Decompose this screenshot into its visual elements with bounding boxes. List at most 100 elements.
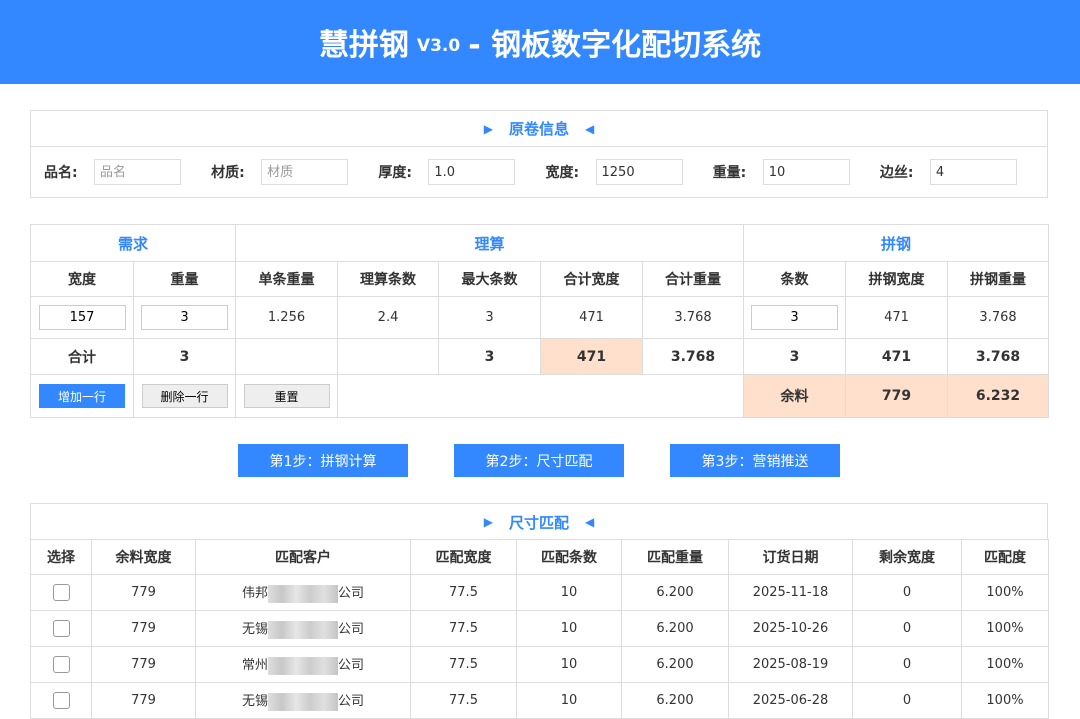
field-input[interactable] bbox=[595, 159, 683, 185]
pin-width: 471 bbox=[845, 296, 949, 339]
field-input[interactable] bbox=[428, 159, 516, 185]
table-row: 779 常州 公司 77.5 10 6.200 2025-08-19 0 100% bbox=[30, 646, 1049, 683]
total-weight-sum: 3 bbox=[132, 338, 237, 375]
field-input[interactable] bbox=[94, 159, 181, 185]
demand-row: 1.256 2.4 3 471 3.768 471 3.768 bbox=[30, 296, 1050, 339]
column-header: 匹配客户 bbox=[195, 539, 411, 575]
column-header: 匹配度 bbox=[961, 539, 1049, 575]
remain-weight: 6.232 bbox=[947, 374, 1050, 418]
table-row: 779 无锡 公司 77.5 10 6.200 2025-10-26 0 100% bbox=[30, 610, 1049, 647]
column-header: 合计重量 bbox=[642, 261, 745, 297]
remain-label: 余料 bbox=[743, 374, 847, 418]
triangle-right-icon: ▶ bbox=[483, 121, 493, 136]
subtitle: - 钢板数字化配切系统 bbox=[468, 28, 762, 63]
select-checkbox[interactable] bbox=[52, 692, 70, 709]
field-label: 宽度: bbox=[545, 165, 580, 181]
column-header: 条数 bbox=[743, 261, 847, 297]
customer: 伟邦 公司 bbox=[195, 574, 411, 611]
customer-suffix: 公司 bbox=[338, 586, 365, 602]
coil-field: 品名: bbox=[44, 159, 211, 185]
column-header: 匹配重量 bbox=[621, 539, 729, 575]
delete-row-button[interactable]: 删除一行 bbox=[141, 384, 228, 408]
panel-title: 尺寸匹配 bbox=[508, 513, 569, 532]
column-header: 宽度 bbox=[30, 261, 134, 297]
order-date: 2025-11-18 bbox=[728, 574, 853, 611]
width-input[interactable] bbox=[38, 305, 126, 330]
total-width-sum: 471 bbox=[540, 338, 644, 375]
field-label: 边丝: bbox=[879, 165, 914, 181]
total-count: 3 bbox=[743, 338, 847, 375]
total-max-count: 3 bbox=[438, 338, 542, 375]
order-date: 2025-10-26 bbox=[728, 610, 853, 647]
step2-button[interactable]: 第2步：尺寸匹配 bbox=[454, 444, 624, 477]
match-count: 10 bbox=[516, 682, 622, 719]
column-header: 剩余宽度 bbox=[852, 539, 962, 575]
select-checkbox[interactable] bbox=[52, 656, 70, 673]
customer-prefix: 无锡 bbox=[241, 622, 268, 638]
weight-input[interactable] bbox=[141, 305, 228, 330]
match-weight: 6.200 bbox=[621, 574, 729, 611]
redacted-name bbox=[268, 584, 338, 603]
field-input[interactable] bbox=[261, 159, 349, 185]
triangle-left-icon: ◀ bbox=[585, 515, 595, 529]
column-header: 匹配条数 bbox=[516, 539, 622, 575]
column-header: 最大条数 bbox=[438, 261, 542, 297]
column-header: 理算条数 bbox=[337, 261, 440, 297]
column-header: 拼钢宽度 bbox=[845, 261, 949, 297]
column-header: 订货日期 bbox=[728, 539, 853, 575]
count-input[interactable] bbox=[751, 305, 839, 330]
column-header: 匹配宽度 bbox=[410, 539, 517, 575]
match-count: 10 bbox=[516, 610, 622, 647]
field-label: 重量: bbox=[712, 165, 747, 181]
total-weight-calc: 3.768 bbox=[642, 338, 745, 375]
left-width: 0 bbox=[852, 646, 962, 683]
match-count: 10 bbox=[516, 574, 622, 611]
select-checkbox[interactable] bbox=[52, 620, 70, 637]
field-input[interactable] bbox=[762, 159, 850, 185]
order-date: 2025-06-28 bbox=[728, 682, 853, 719]
match-width: 77.5 bbox=[410, 646, 517, 683]
column-header: 余料宽度 bbox=[91, 539, 196, 575]
total-width: 471 bbox=[540, 296, 644, 339]
customer-prefix: 无锡 bbox=[241, 694, 268, 710]
total-weight: 3.768 bbox=[642, 296, 745, 339]
add-row-button[interactable]: 增加一行 bbox=[39, 384, 125, 408]
table-row: 779 无锡 公司 77.5 10 6.200 2025-06-28 0 100% bbox=[30, 682, 1049, 719]
field-label: 材质: bbox=[211, 165, 245, 181]
step1-button[interactable]: 第1步：拼钢计算 bbox=[238, 444, 408, 477]
coil-field: 重量: bbox=[713, 159, 880, 185]
match-rate: 100% bbox=[961, 610, 1049, 647]
reset-button[interactable]: 重置 bbox=[243, 384, 330, 408]
total-pin-width: 471 bbox=[845, 338, 949, 375]
remain-width: 779 bbox=[91, 610, 196, 647]
match-rate: 100% bbox=[961, 682, 1049, 719]
order-date: 2025-08-19 bbox=[728, 646, 853, 683]
calc-table: 需求 理算 拼钢 宽度 重量 单条重量 理算条数 最大条数 合计宽度 合计重量 条数 拼钢宽度 拼钢重… bbox=[29, 224, 1050, 418]
max-count: 3 bbox=[438, 296, 542, 339]
calc-count: 2.4 bbox=[337, 296, 440, 339]
group-demand: 需求 bbox=[29, 224, 237, 262]
coil-field: 材质: bbox=[211, 159, 378, 185]
table-row: 779 伟邦 公司 77.5 10 6.200 2025-11-18 0 100% bbox=[30, 574, 1049, 611]
group-calc: 理算 bbox=[235, 224, 745, 262]
column-header: 单条重量 bbox=[235, 261, 339, 297]
coil-field: 边丝: bbox=[880, 159, 1047, 185]
app-header: 慧拼钢 V3.0 - 钢板数字化配切系统 bbox=[0, 0, 1080, 84]
match-weight: 6.200 bbox=[621, 610, 729, 647]
remain-width: 779 bbox=[91, 574, 196, 611]
panel-title: 原卷信息 bbox=[508, 120, 569, 138]
field-label: 品名: bbox=[44, 165, 78, 181]
group-pin: 拼钢 bbox=[743, 224, 1050, 262]
remain-width: 779 bbox=[91, 682, 196, 719]
redacted-name bbox=[268, 656, 338, 675]
select-checkbox[interactable] bbox=[52, 584, 70, 601]
total-pin-weight: 3.768 bbox=[947, 338, 1050, 375]
customer: 无锡 公司 bbox=[195, 610, 411, 647]
match-weight: 6.200 bbox=[621, 646, 729, 683]
step3-button[interactable]: 第3步：营销推送 bbox=[670, 444, 840, 477]
customer-prefix: 常州 bbox=[241, 658, 268, 674]
customer-suffix: 公司 bbox=[338, 694, 365, 710]
customer-suffix: 公司 bbox=[338, 658, 365, 674]
match-rate: 100% bbox=[961, 646, 1049, 683]
field-input[interactable] bbox=[929, 159, 1017, 185]
